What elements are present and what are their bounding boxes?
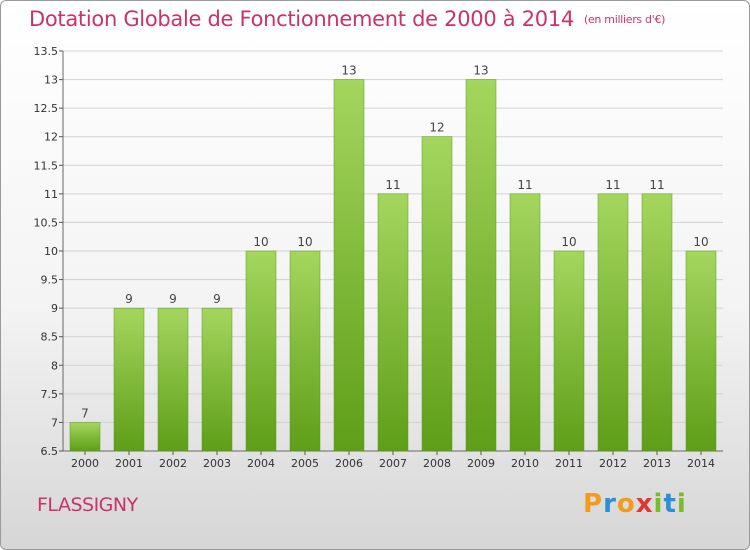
data-label: 10	[693, 235, 708, 249]
bar-2012	[597, 193, 629, 452]
data-label: 11	[649, 178, 664, 192]
y-tick-label: 13	[44, 74, 58, 87]
x-tick-label: 2007	[379, 457, 407, 470]
y-tick-label: 9.5	[41, 274, 59, 287]
data-label: 11	[605, 178, 620, 192]
data-label: 10	[297, 235, 312, 249]
y-tick-label: 12.5	[34, 102, 59, 115]
bar-2008	[421, 136, 453, 452]
x-tick-label: 2003	[203, 457, 231, 470]
bar-2000	[69, 422, 101, 452]
bar-2010	[509, 193, 541, 452]
proxiti-logo: Proxiti	[583, 489, 687, 519]
y-tick-label: 13.5	[34, 45, 59, 58]
chart-unit-label: (en milliers d'€)	[583, 13, 666, 26]
y-tick-label: 11.5	[34, 159, 59, 172]
data-label: 10	[253, 235, 268, 249]
y-tick-label: 11	[44, 188, 58, 201]
x-tick-label: 2008	[423, 457, 451, 470]
x-tick-label: 2013	[643, 457, 671, 470]
x-tick-label: 2004	[247, 457, 275, 470]
chart-title: Dotation Globale de Fonctionnement de 20…	[29, 7, 665, 31]
bar-2004	[245, 250, 277, 452]
bar-2009	[465, 79, 497, 452]
data-label: 9	[125, 292, 133, 306]
bars	[69, 79, 717, 452]
data-labels: 7 9 9 9 10 10 13 11 12 13 11 10 11 11 10	[81, 64, 708, 421]
bar-2011	[553, 250, 585, 452]
y-tick-label: 10	[44, 245, 58, 258]
data-label: 13	[341, 64, 356, 78]
data-label: 10	[561, 235, 576, 249]
bar-2001	[113, 307, 145, 452]
y-tick-label: 8.5	[41, 331, 59, 344]
y-tick-label: 10.5	[34, 216, 59, 229]
x-tick-label: 2010	[511, 457, 539, 470]
y-tick-label: 7	[51, 416, 58, 429]
bar-2003	[201, 307, 233, 452]
data-label: 7	[81, 406, 89, 420]
y-tick-labels: 6.5 7 7.5 8 8.5 9 9.5 10 10.5 11 11.5 12 12.5 13 13.5	[34, 45, 59, 458]
bar-2006	[333, 79, 365, 452]
data-label: 11	[517, 178, 532, 192]
x-tick-label: 2000	[71, 457, 99, 470]
data-label: 11	[385, 178, 400, 192]
x-tick-label: 2005	[291, 457, 319, 470]
data-label: 13	[473, 64, 488, 78]
bar-2005	[289, 250, 321, 452]
x-tick-label: 2014	[687, 457, 715, 470]
data-label: 9	[213, 292, 221, 306]
data-label: 9	[169, 292, 177, 306]
x-tick-label: 2006	[335, 457, 363, 470]
y-tick-label: 12	[44, 131, 58, 144]
y-tick-label: 8	[51, 359, 58, 372]
y-tick-label: 7.5	[41, 388, 59, 401]
x-tick-label: 2012	[599, 457, 627, 470]
chart-title-text: Dotation Globale de Fonctionnement de 20…	[29, 7, 574, 31]
y-tick-label: 6.5	[41, 445, 59, 458]
commune-name: FLASSIGNY	[37, 494, 138, 516]
bar-2007	[377, 193, 409, 452]
x-tick-label: 2001	[115, 457, 143, 470]
x-tick-label: 2009	[467, 457, 495, 470]
bar-2002	[157, 307, 189, 452]
x-tick-label: 2011	[555, 457, 583, 470]
x-tick-label: 2002	[159, 457, 187, 470]
data-label: 12	[429, 121, 444, 135]
y-tick-label: 9	[51, 302, 58, 315]
bar-2013	[641, 193, 673, 452]
bar-2014	[685, 250, 717, 452]
x-tick-labels: 2000 2001 2002 2003 2004 2005 2006 2007 2008 2009…	[71, 457, 715, 470]
